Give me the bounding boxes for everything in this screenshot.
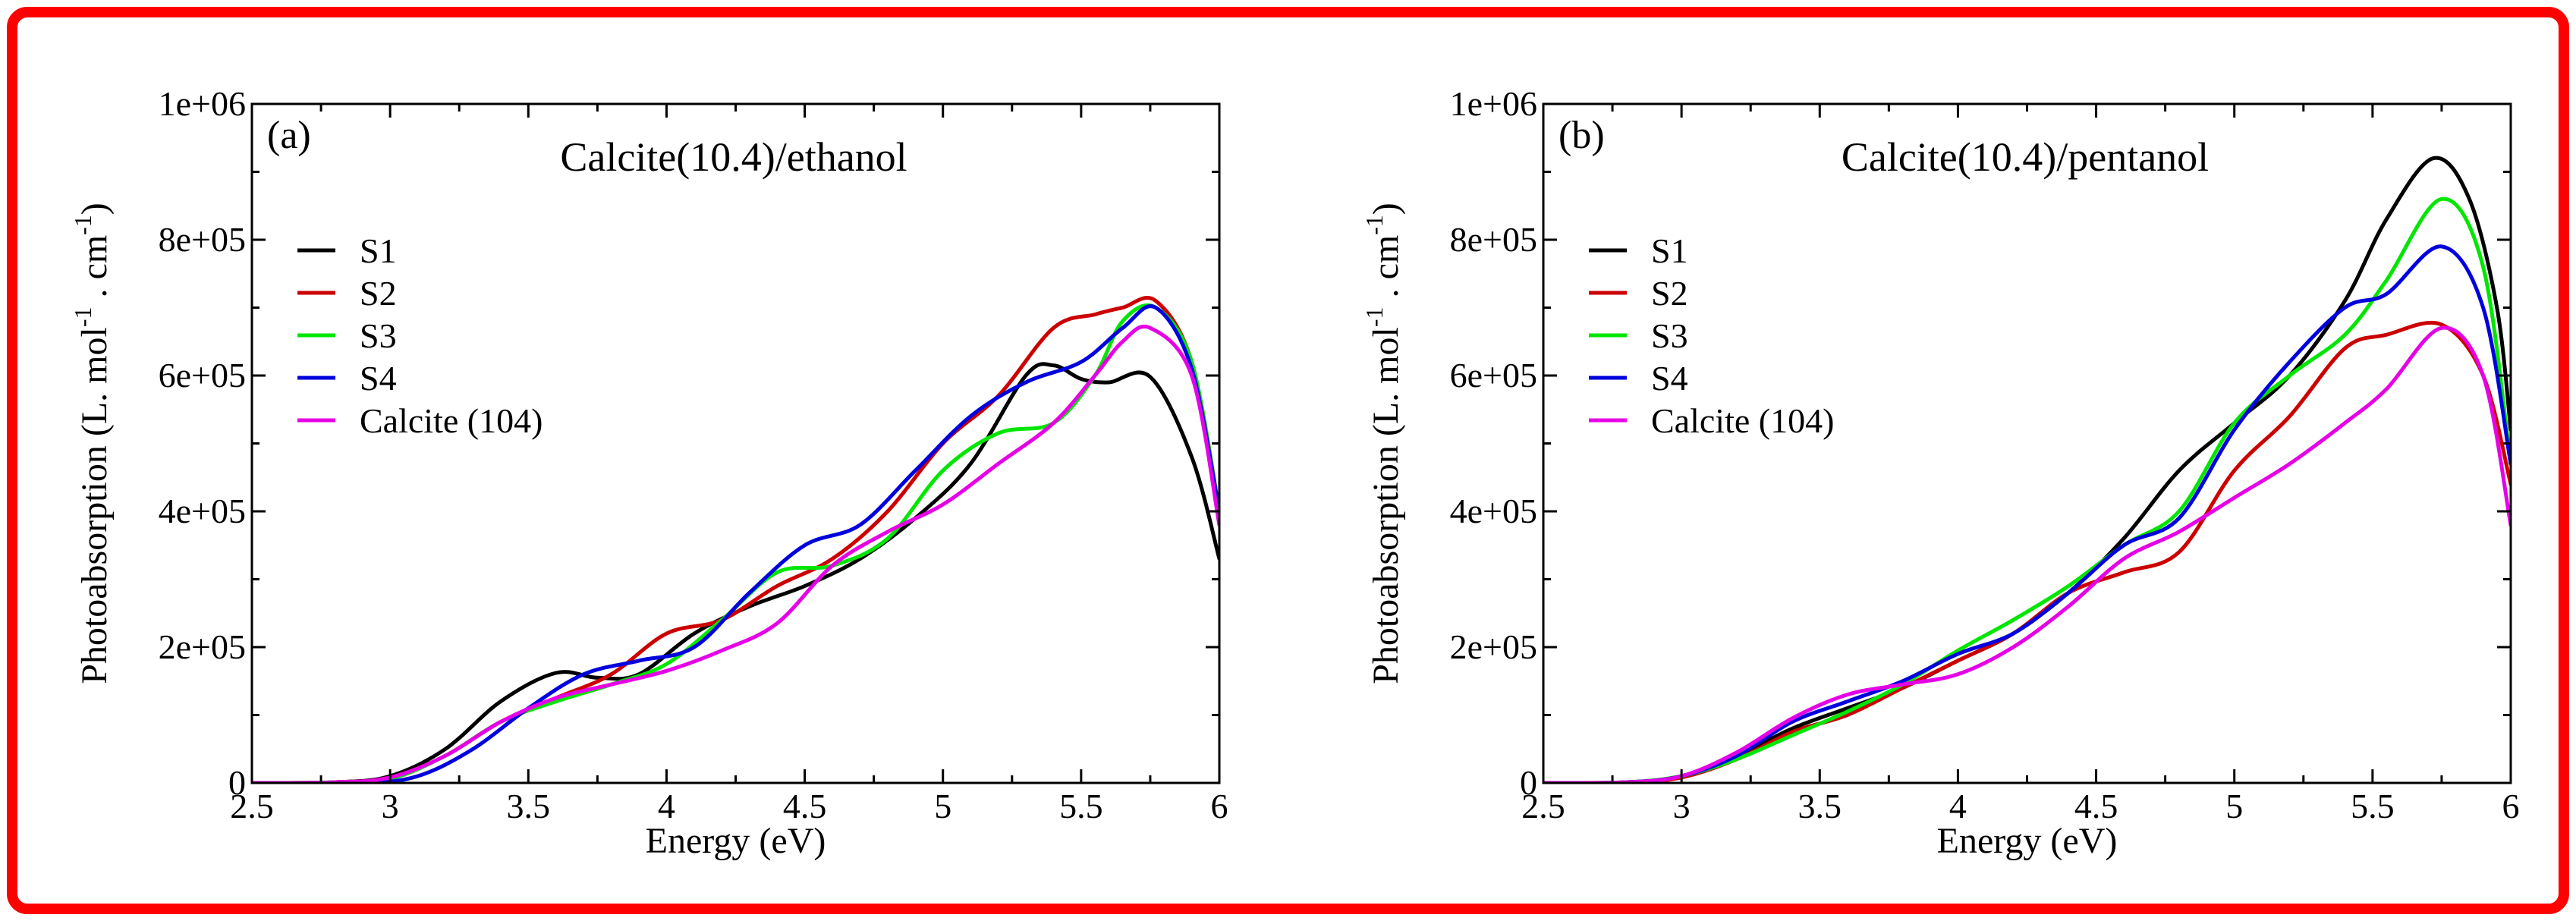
y-tick-label: 1e+06 — [1450, 84, 1537, 123]
y-tick-label: 4e+05 — [159, 492, 246, 530]
series-group — [1543, 156, 2511, 783]
chart-title: Calcite(10.4)/pentanol — [1842, 134, 2209, 180]
y-tick-label: 8e+05 — [1450, 220, 1537, 259]
x-tick-label: 5.5 — [2351, 787, 2395, 825]
x-tick-label: 2.5 — [230, 787, 274, 825]
series-line-s1 — [252, 362, 1219, 783]
x-tick-label: 6 — [1211, 787, 1228, 825]
legend-label: S1 — [1651, 231, 1688, 270]
y-tick-label: 1e+06 — [159, 84, 246, 123]
legend-label: S2 — [1651, 274, 1688, 313]
y-tick-label: 2e+05 — [159, 627, 246, 666]
x-axis-label: Energy (eV) — [646, 821, 826, 861]
x-tick-label: 2.5 — [1521, 787, 1565, 825]
x-tick-label: 3 — [382, 787, 399, 825]
series-line-calcite-104 — [1543, 325, 2511, 783]
panel-b: 2.5 3 3.5 4 4.5 5 5.5 6 0 2e+05 4e+05 6e+05 8e+05 1e+… — [1360, 84, 2520, 861]
panel-a: 2.5 3 3.5 4 4.5 5 5.5 6 0 2e+05 4e+05 6e+05 8e+05 1e+… — [69, 84, 1228, 861]
legend-label: S2 — [360, 274, 397, 313]
x-tick-label: 5 — [934, 787, 951, 825]
y-axis-label: Photoabsorption (L. mol-1 . cm-1) — [1360, 203, 1406, 684]
y-tick-label: 6e+05 — [1450, 356, 1537, 394]
figure-frame — [7, 7, 2569, 914]
x-tick-label: 3.5 — [1798, 787, 1842, 825]
legend-label: Calcite (104) — [1651, 401, 1834, 440]
y-tick-label: 0 — [1520, 763, 1537, 802]
y-axis-label-end: ) — [74, 203, 115, 215]
series-line-s4 — [1543, 244, 2511, 783]
legend-label: Calcite (104) — [360, 401, 543, 440]
y-axis-label-main: Photoabsorption (L. mol — [74, 327, 115, 684]
x-tick-label: 4 — [658, 787, 675, 825]
y-axis-label-main: Photoabsorption (L. mol — [1366, 327, 1406, 684]
y-tick-label: 6e+05 — [159, 356, 246, 394]
y-axis-label-superscript: -1 — [1360, 215, 1388, 235]
x-tick-label: 5.5 — [1059, 787, 1103, 825]
chart-title: Calcite(10.4)/ethanol — [560, 134, 907, 180]
series-line-s4 — [252, 304, 1219, 783]
y-axis-label-middle: . cm — [74, 235, 115, 307]
legend-label: S4 — [1651, 359, 1688, 398]
y-axis-label-superscript: -1 — [69, 215, 96, 235]
y-axis-label-end: ) — [1366, 203, 1406, 215]
x-tick-label: 6 — [2502, 787, 2520, 825]
panel-tag: (a) — [267, 114, 311, 157]
legend-label: S4 — [360, 359, 397, 398]
legend-label: S3 — [360, 316, 397, 355]
series-group — [252, 296, 1219, 783]
y-tick-label: 0 — [228, 763, 246, 802]
series-line-s1 — [1543, 156, 2511, 783]
y-axis-label-middle: . cm — [1366, 235, 1406, 307]
y-axis-label-superscript: -1 — [1360, 306, 1388, 327]
y-axis-label-superscript: -1 — [69, 306, 96, 327]
series-line-calcite-104 — [252, 325, 1219, 783]
x-tick-label: 5 — [2225, 787, 2243, 825]
legend-label: S3 — [1651, 316, 1688, 355]
y-tick-label: 2e+05 — [1450, 627, 1537, 666]
x-tick-label: 3.5 — [507, 787, 551, 825]
x-tick-label: 3 — [1673, 787, 1691, 825]
legend-label: S1 — [360, 231, 397, 270]
y-tick-label: 4e+05 — [1450, 492, 1537, 530]
x-axis-label: Energy (eV) — [1937, 821, 2118, 861]
y-axis-label: Photoabsorption (L. mol-1 . cm-1) — [69, 203, 115, 684]
x-tick-label: 4 — [1949, 787, 1967, 825]
panel-tag: (b) — [1558, 114, 1605, 157]
x-tick-label: 4.5 — [783, 787, 827, 825]
y-tick-label: 8e+05 — [159, 220, 246, 259]
x-tick-label: 4.5 — [2074, 787, 2118, 825]
